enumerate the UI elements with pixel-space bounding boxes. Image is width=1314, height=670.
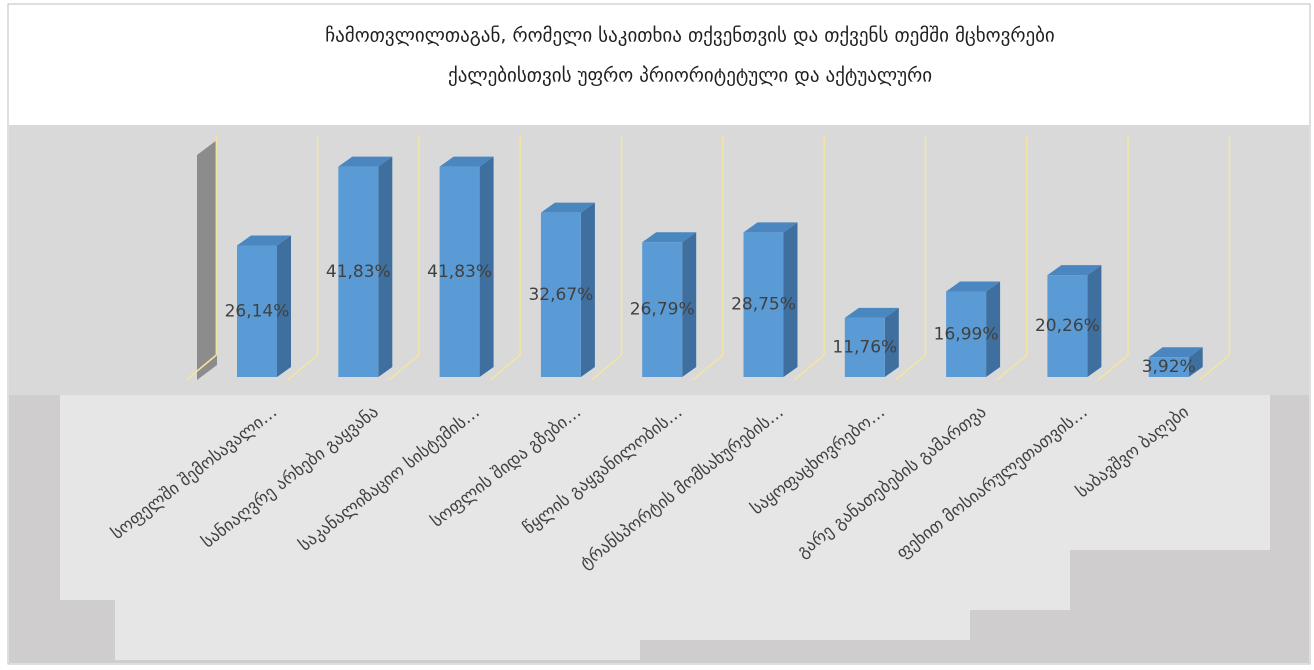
bar-side	[479, 156, 494, 377]
bar	[237, 245, 277, 377]
label-area	[60, 395, 1270, 660]
bar-top	[338, 156, 393, 167]
bar-side	[1188, 347, 1203, 377]
floor-line	[1097, 354, 1129, 381]
bar	[844, 317, 885, 377]
value-label: 20,26%	[1035, 316, 1100, 336]
bar-side	[277, 235, 291, 377]
floor-line	[591, 354, 623, 381]
floor-line	[489, 354, 521, 381]
bar-side	[580, 202, 595, 377]
bar	[439, 166, 480, 377]
bar-top	[540, 202, 595, 213]
bar-side	[1087, 265, 1102, 377]
bar	[642, 242, 683, 377]
chart-title: ქალებისთვის უფრო პრიორიტეტული და აქტუალუ…	[448, 65, 932, 87]
value-label: 26,14%	[225, 301, 290, 321]
floor-line	[287, 354, 319, 381]
bar-top	[642, 232, 697, 243]
bar-top	[743, 222, 798, 233]
floor-line	[793, 354, 825, 381]
value-label: 11,76%	[832, 337, 897, 357]
value-label: 32,67%	[528, 285, 593, 305]
floor-line	[692, 354, 724, 381]
bar-top	[1148, 347, 1203, 358]
bar-side	[682, 232, 697, 377]
floor-line	[388, 354, 420, 381]
bar	[1047, 275, 1088, 377]
value-label: 16,99%	[934, 324, 999, 344]
floor-line	[1198, 354, 1230, 381]
value-label: 3,92%	[1142, 357, 1196, 377]
bar-top	[946, 281, 1001, 292]
value-label: 26,79%	[630, 300, 695, 320]
bar-top	[1047, 265, 1102, 276]
floor-line	[894, 354, 926, 381]
value-label: 41,83%	[427, 262, 492, 282]
floor-line	[185, 354, 217, 381]
floor-line	[996, 354, 1028, 381]
chart-title: ჩამოთვლილთაგან, რომელი საკითხია თქვენთვი…	[325, 25, 1055, 47]
bar	[338, 166, 379, 377]
bar-side	[986, 281, 1001, 377]
bar-top	[237, 235, 291, 246]
bar	[946, 291, 987, 377]
bar-side	[378, 156, 393, 377]
side-wall	[197, 140, 217, 380]
bar	[1148, 357, 1189, 377]
value-label: 28,75%	[731, 295, 796, 315]
bar	[540, 212, 581, 377]
bar	[743, 232, 784, 377]
bar-top	[439, 156, 494, 167]
value-label: 41,83%	[326, 262, 391, 282]
bar-side	[783, 222, 798, 377]
bar-side	[884, 307, 899, 377]
bar-top	[844, 307, 899, 318]
